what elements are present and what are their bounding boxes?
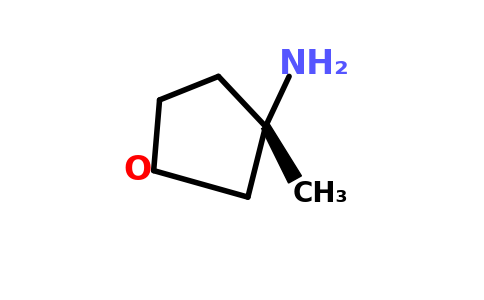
Polygon shape xyxy=(262,124,302,183)
Text: NH₂: NH₂ xyxy=(279,48,349,81)
Text: CH₃: CH₃ xyxy=(292,180,348,208)
Text: O: O xyxy=(123,154,151,187)
